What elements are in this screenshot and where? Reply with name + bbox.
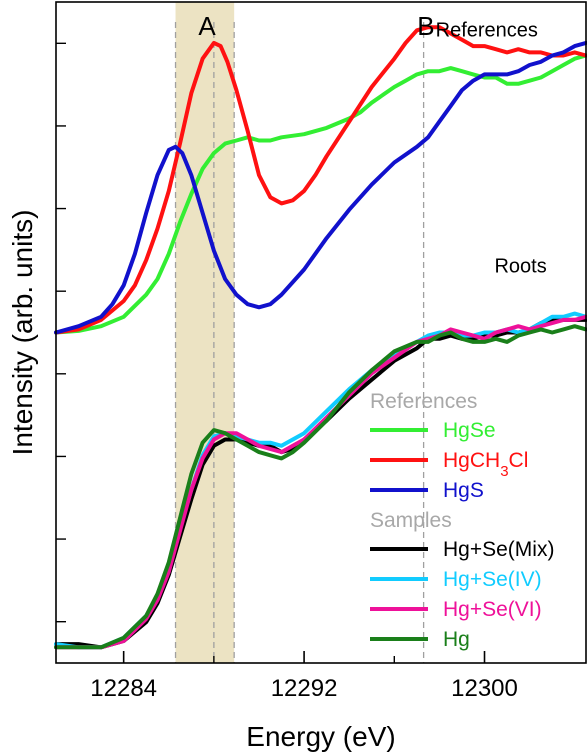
group-label-references: References	[436, 20, 538, 42]
highlight-band-a	[175, 2, 235, 663]
x-axis-label: Energy (eV)	[246, 721, 395, 752]
ticks-layer	[56, 42, 486, 663]
legend-item-label: HgCH3Cl	[443, 449, 528, 480]
region-label-a: A	[198, 11, 216, 41]
x-tick-label: 12300	[451, 675, 518, 702]
legend-title-samples: Samples	[370, 509, 452, 532]
x-tick-label: 12292	[271, 675, 338, 702]
x-tick-label: 12284	[90, 675, 157, 702]
plot-frame	[55, 1, 587, 664]
legend-item-label: Hg	[443, 628, 470, 651]
legend-item-label: Hg+Se(Mix)	[443, 538, 554, 561]
legend-title-references: References	[370, 390, 477, 413]
series-layer	[54, 25, 587, 650]
series-line-hgs	[54, 40, 587, 335]
legend-item-label: Hg+Se(VI)	[443, 598, 542, 621]
legend-item-label: HgS	[443, 479, 484, 502]
series-line-hgch3cl	[54, 25, 587, 335]
region-label-b: B	[417, 11, 434, 41]
y-axis-label: Intensity (arb. units)	[7, 210, 38, 456]
legend-item-label: Hg+Se(IV)	[443, 568, 542, 591]
band-layer	[175, 2, 235, 663]
legend-item-label: HgSe	[443, 419, 496, 442]
group-label-roots: Roots	[494, 256, 546, 278]
series-line-hg	[54, 324, 587, 650]
